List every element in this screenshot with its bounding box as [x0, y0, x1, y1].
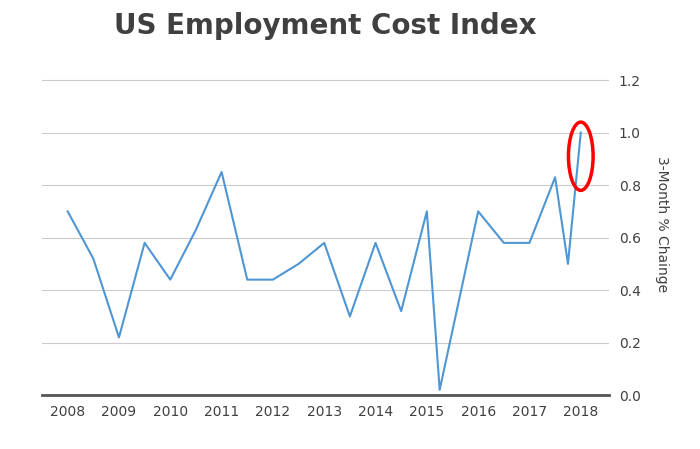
Title: US Employment Cost Index: US Employment Cost Index: [114, 13, 537, 40]
Y-axis label: 3-Month % Chainge: 3-Month % Chainge: [654, 156, 668, 293]
